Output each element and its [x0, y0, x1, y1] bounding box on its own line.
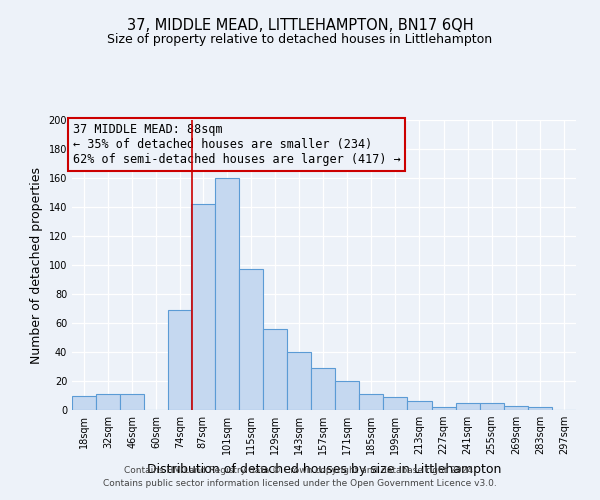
Bar	[72, 396, 96, 410]
Bar	[169, 310, 193, 410]
Bar	[528, 407, 552, 410]
Bar	[96, 394, 120, 410]
Bar	[287, 352, 311, 410]
Text: Contains public sector information licensed under the Open Government Licence v3: Contains public sector information licen…	[103, 478, 497, 488]
Bar	[335, 381, 359, 410]
Bar	[359, 394, 383, 410]
Text: Size of property relative to detached houses in Littlehampton: Size of property relative to detached ho…	[107, 32, 493, 46]
Text: 37 MIDDLE MEAD: 88sqm
← 35% of detached houses are smaller (234)
62% of semi-det: 37 MIDDLE MEAD: 88sqm ← 35% of detached …	[73, 123, 401, 166]
Bar	[407, 402, 431, 410]
Bar	[215, 178, 239, 410]
Bar	[311, 368, 335, 410]
Bar	[431, 407, 455, 410]
Y-axis label: Number of detached properties: Number of detached properties	[30, 166, 43, 364]
Bar	[479, 403, 504, 410]
Bar	[239, 270, 263, 410]
Bar	[455, 403, 479, 410]
Bar	[383, 397, 407, 410]
Bar	[120, 394, 144, 410]
Bar	[263, 329, 287, 410]
X-axis label: Distribution of detached houses by size in Littlehampton: Distribution of detached houses by size …	[147, 462, 501, 475]
Bar	[191, 204, 215, 410]
Bar	[504, 406, 528, 410]
Text: 37, MIDDLE MEAD, LITTLEHAMPTON, BN17 6QH: 37, MIDDLE MEAD, LITTLEHAMPTON, BN17 6QH	[127, 18, 473, 32]
Text: Contains HM Land Registry data © Crown copyright and database right 2024.: Contains HM Land Registry data © Crown c…	[124, 466, 476, 475]
